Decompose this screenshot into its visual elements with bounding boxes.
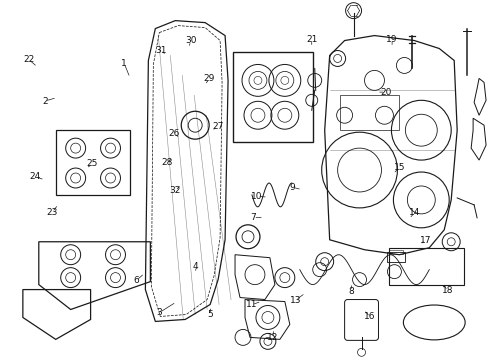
- Text: 17: 17: [419, 236, 430, 245]
- Text: 24: 24: [29, 172, 41, 181]
- Text: 1: 1: [121, 59, 127, 68]
- Text: 19: 19: [386, 35, 397, 44]
- Text: 32: 32: [169, 186, 181, 195]
- Text: 14: 14: [408, 208, 420, 217]
- Bar: [388, 248, 463, 285]
- Bar: [388, 250, 403, 254]
- Text: 2: 2: [42, 96, 47, 105]
- Text: 9: 9: [289, 183, 295, 192]
- Text: 15: 15: [393, 163, 405, 172]
- Text: 7: 7: [250, 213, 256, 222]
- Text: 4: 4: [193, 262, 198, 271]
- Text: 21: 21: [305, 35, 317, 44]
- Text: 8: 8: [348, 287, 354, 296]
- Text: 10: 10: [251, 192, 263, 201]
- Text: 30: 30: [185, 36, 196, 45]
- Text: 16: 16: [364, 312, 375, 321]
- Bar: [233, 53, 312, 142]
- Text: 22: 22: [23, 55, 35, 64]
- Text: 3: 3: [156, 308, 162, 317]
- Text: 12: 12: [266, 333, 278, 342]
- Text: 6: 6: [133, 276, 139, 285]
- Text: 23: 23: [46, 208, 58, 217]
- Text: 25: 25: [87, 159, 98, 168]
- Text: 11: 11: [245, 300, 257, 309]
- Text: 20: 20: [379, 87, 391, 96]
- Text: 18: 18: [442, 286, 453, 295]
- Text: 13: 13: [289, 296, 301, 305]
- Text: 27: 27: [212, 122, 223, 131]
- Text: 28: 28: [161, 158, 172, 167]
- Text: 29: 29: [203, 75, 215, 84]
- Text: 5: 5: [207, 310, 213, 319]
- Text: 26: 26: [168, 129, 179, 138]
- Bar: [386, 252, 405, 262]
- Text: 31: 31: [155, 46, 166, 55]
- Bar: [339, 95, 399, 130]
